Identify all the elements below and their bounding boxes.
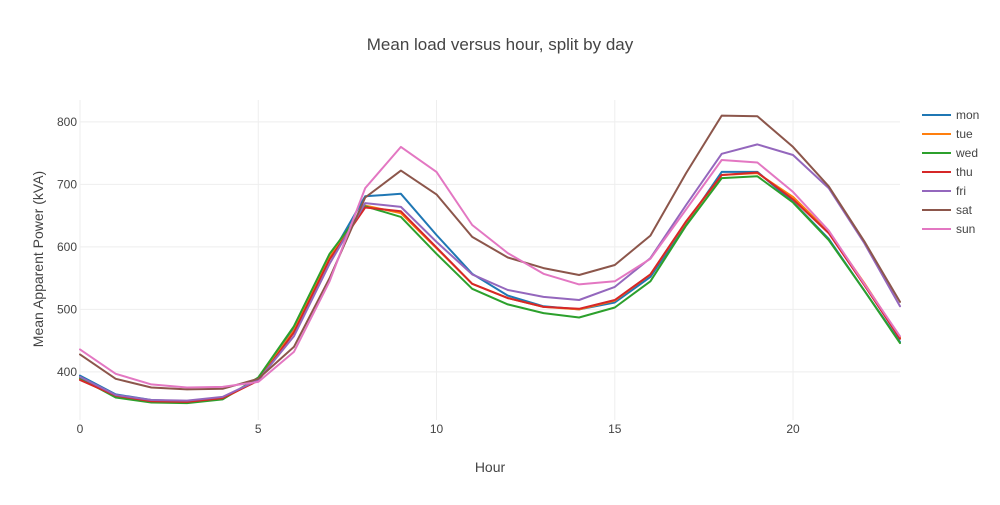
y-tick-label: 800: [57, 115, 77, 129]
y-tick-label: 400: [57, 365, 77, 379]
y-tick-label: 600: [57, 240, 77, 254]
series-line-sat[interactable]: [79, 114, 901, 391]
legend-item-sun[interactable]: sun: [922, 222, 975, 236]
legend-label: sun: [956, 222, 975, 236]
x-axis-label: Hour: [475, 459, 506, 475]
series-line-wed[interactable]: [79, 175, 901, 405]
legend-label: mon: [956, 108, 979, 122]
x-tick-label: 5: [255, 422, 262, 436]
series-line-thu[interactable]: [79, 171, 901, 403]
legend-item-wed[interactable]: wed: [922, 146, 978, 160]
x-tick-label: 20: [786, 422, 800, 436]
legend-item-thu[interactable]: thu: [922, 165, 973, 179]
legend-label: fri: [956, 184, 966, 198]
x-tick-label: 15: [608, 422, 622, 436]
y-tick-label: 700: [57, 177, 77, 191]
legend-item-tue[interactable]: tue: [922, 127, 973, 141]
legend-item-fri[interactable]: fri: [922, 184, 966, 198]
legend-item-mon[interactable]: mon: [922, 108, 979, 122]
legend-item-sat[interactable]: sat: [922, 203, 973, 217]
series-line-fri[interactable]: [79, 143, 901, 402]
y-tick-label: 500: [57, 302, 77, 316]
axis-ticks: 0 5 10 15 20 400 500 600 700 800: [57, 115, 800, 436]
x-tick-label: 10: [430, 422, 444, 436]
series-lines: [79, 114, 901, 405]
x-tick-label: 0: [77, 422, 84, 436]
legend[interactable]: mon tue wed thu fri sat sun: [922, 108, 979, 236]
legend-label: wed: [955, 146, 978, 160]
legend-label: sat: [956, 203, 973, 217]
chart-title: Mean load versus hour, split by day: [367, 35, 634, 54]
series-line-sun[interactable]: [79, 145, 901, 389]
legend-label: thu: [956, 165, 973, 179]
legend-label: tue: [956, 127, 973, 141]
y-axis-label: Mean Apparent Power (kVA): [30, 171, 46, 347]
